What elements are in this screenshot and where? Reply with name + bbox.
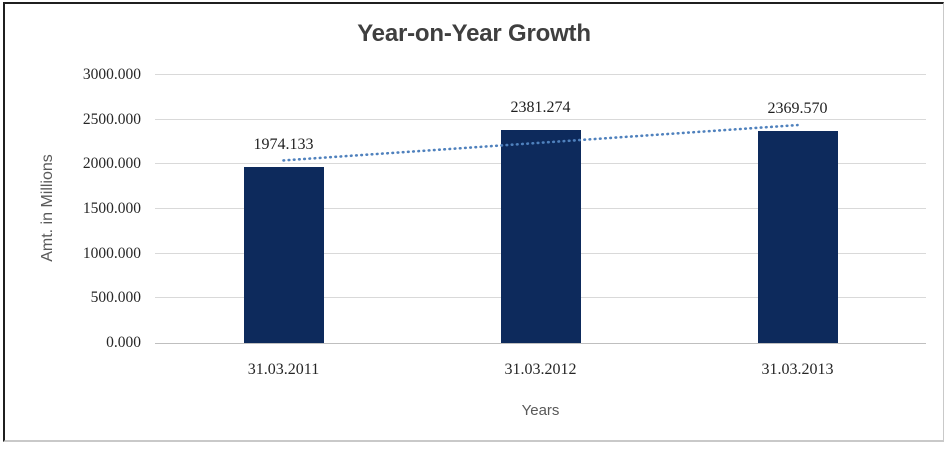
chart-title: Year-on-Year Growth	[357, 20, 591, 47]
bar-slot: 2381.274	[412, 75, 669, 343]
bar	[500, 130, 581, 343]
y-tick-label: 2500.000	[82, 110, 141, 128]
data-label: 1974.133	[253, 135, 314, 153]
y-tick-label: 1500.000	[82, 200, 141, 217]
y-tick-label: 0.000	[106, 334, 141, 351]
bar	[243, 166, 324, 343]
trendline	[282, 123, 799, 162]
y-axis-tick-labels: 3000.000 2500.000 2000.000 1500.000 1000…	[5, 66, 145, 351]
x-tick-label: 31.03.2013	[761, 361, 834, 378]
plot-area: 1974.133 2381.274 2369.570	[155, 74, 926, 344]
bar-slot: 1974.133	[155, 75, 412, 343]
x-tick-label: 31.03.2011	[247, 361, 320, 378]
bar-slot: 2369.570	[669, 75, 926, 343]
y-tick-label: 2000.000	[82, 155, 141, 173]
gridline	[155, 74, 926, 75]
bar-series: 1974.133 2381.274 2369.570	[155, 75, 926, 343]
x-tick-label: 31.03.2012	[504, 361, 577, 378]
y-tick-label: 500.000	[90, 289, 141, 307]
chart-frame: Year-on-Year Growth Amt. in Millions 300…	[3, 2, 944, 442]
y-tick-label: 1000.000	[82, 244, 141, 262]
data-label: 2369.570	[767, 100, 828, 118]
y-tick-label: 3000.000	[82, 66, 141, 83]
bar	[757, 131, 838, 343]
gridline	[155, 118, 926, 120]
x-axis-title: Years	[521, 402, 560, 419]
x-axis-tick-labels: 31.03.2011 31.03.2012 31.03.2013	[155, 361, 926, 379]
data-label: 2381.274	[510, 99, 571, 117]
